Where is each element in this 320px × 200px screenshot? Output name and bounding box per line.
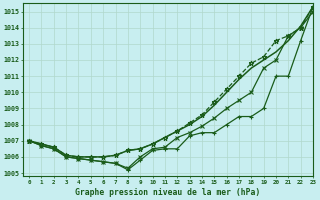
X-axis label: Graphe pression niveau de la mer (hPa): Graphe pression niveau de la mer (hPa) <box>76 188 260 197</box>
